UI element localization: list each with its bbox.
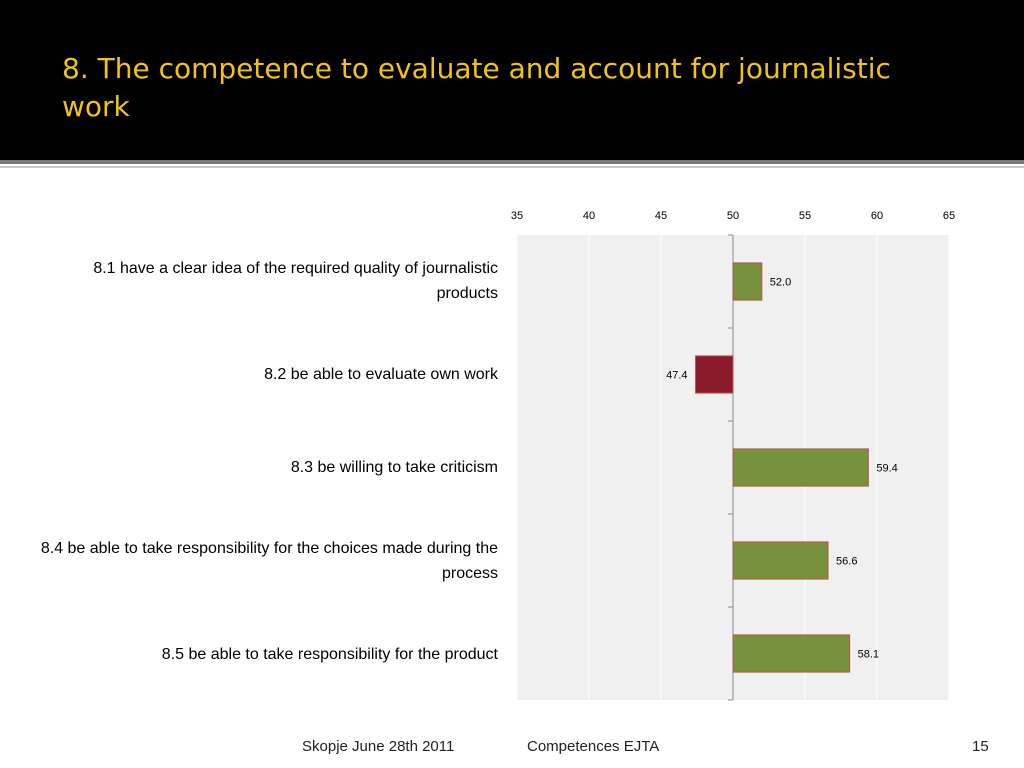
bars bbox=[695, 262, 869, 673]
title-bar: 8. The competence to evaluate and accoun… bbox=[0, 0, 1024, 160]
slide-title: 8. The competence to evaluate and accoun… bbox=[62, 52, 891, 123]
x-tick-label: 50 bbox=[727, 210, 739, 222]
bar-value-label: 47.4 bbox=[666, 370, 687, 382]
page-number: 15 bbox=[972, 738, 989, 755]
x-tick-label: 65 bbox=[943, 210, 955, 222]
bar bbox=[732, 262, 763, 301]
bar bbox=[732, 448, 869, 487]
category-label-8-5: 8.5 be able to take responsibility for t… bbox=[161, 646, 498, 663]
bar-value-label: 59.4 bbox=[876, 463, 897, 475]
data-labels: 52.0 47.4 59.4 56.6 58.1 bbox=[666, 277, 898, 661]
x-tick-label: 40 bbox=[583, 210, 595, 222]
category-label-8-2: 8.2 be able to evaluate own work bbox=[264, 366, 498, 383]
bar-value-label: 58.1 bbox=[858, 649, 879, 661]
category-label-8-4: 8.4 be able to take responsibility for t… bbox=[40, 540, 498, 582]
category-label-8-1: 8.1 have a clear idea of the required qu… bbox=[93, 260, 498, 302]
bar-value-label: 52.0 bbox=[770, 277, 791, 289]
bar bbox=[695, 355, 734, 394]
category-label-8-3: 8.3 be willing to take criticism bbox=[290, 459, 498, 476]
x-axis-tick-labels: 35 40 45 50 55 60 65 bbox=[511, 210, 955, 222]
bar-value-label: 56.6 bbox=[836, 556, 857, 568]
x-tick-label: 60 bbox=[871, 210, 883, 222]
x-tick-label: 35 bbox=[511, 210, 523, 222]
title-divider-thin bbox=[0, 166, 1024, 168]
footer-date: Skopje June 28th 2011 bbox=[302, 738, 455, 755]
title-divider bbox=[0, 160, 1024, 164]
x-tick-label: 55 bbox=[799, 210, 811, 222]
bar bbox=[732, 634, 851, 673]
bar bbox=[732, 541, 829, 580]
x-tick-label: 45 bbox=[655, 210, 667, 222]
footer-title: Competences EJTA bbox=[527, 738, 660, 755]
